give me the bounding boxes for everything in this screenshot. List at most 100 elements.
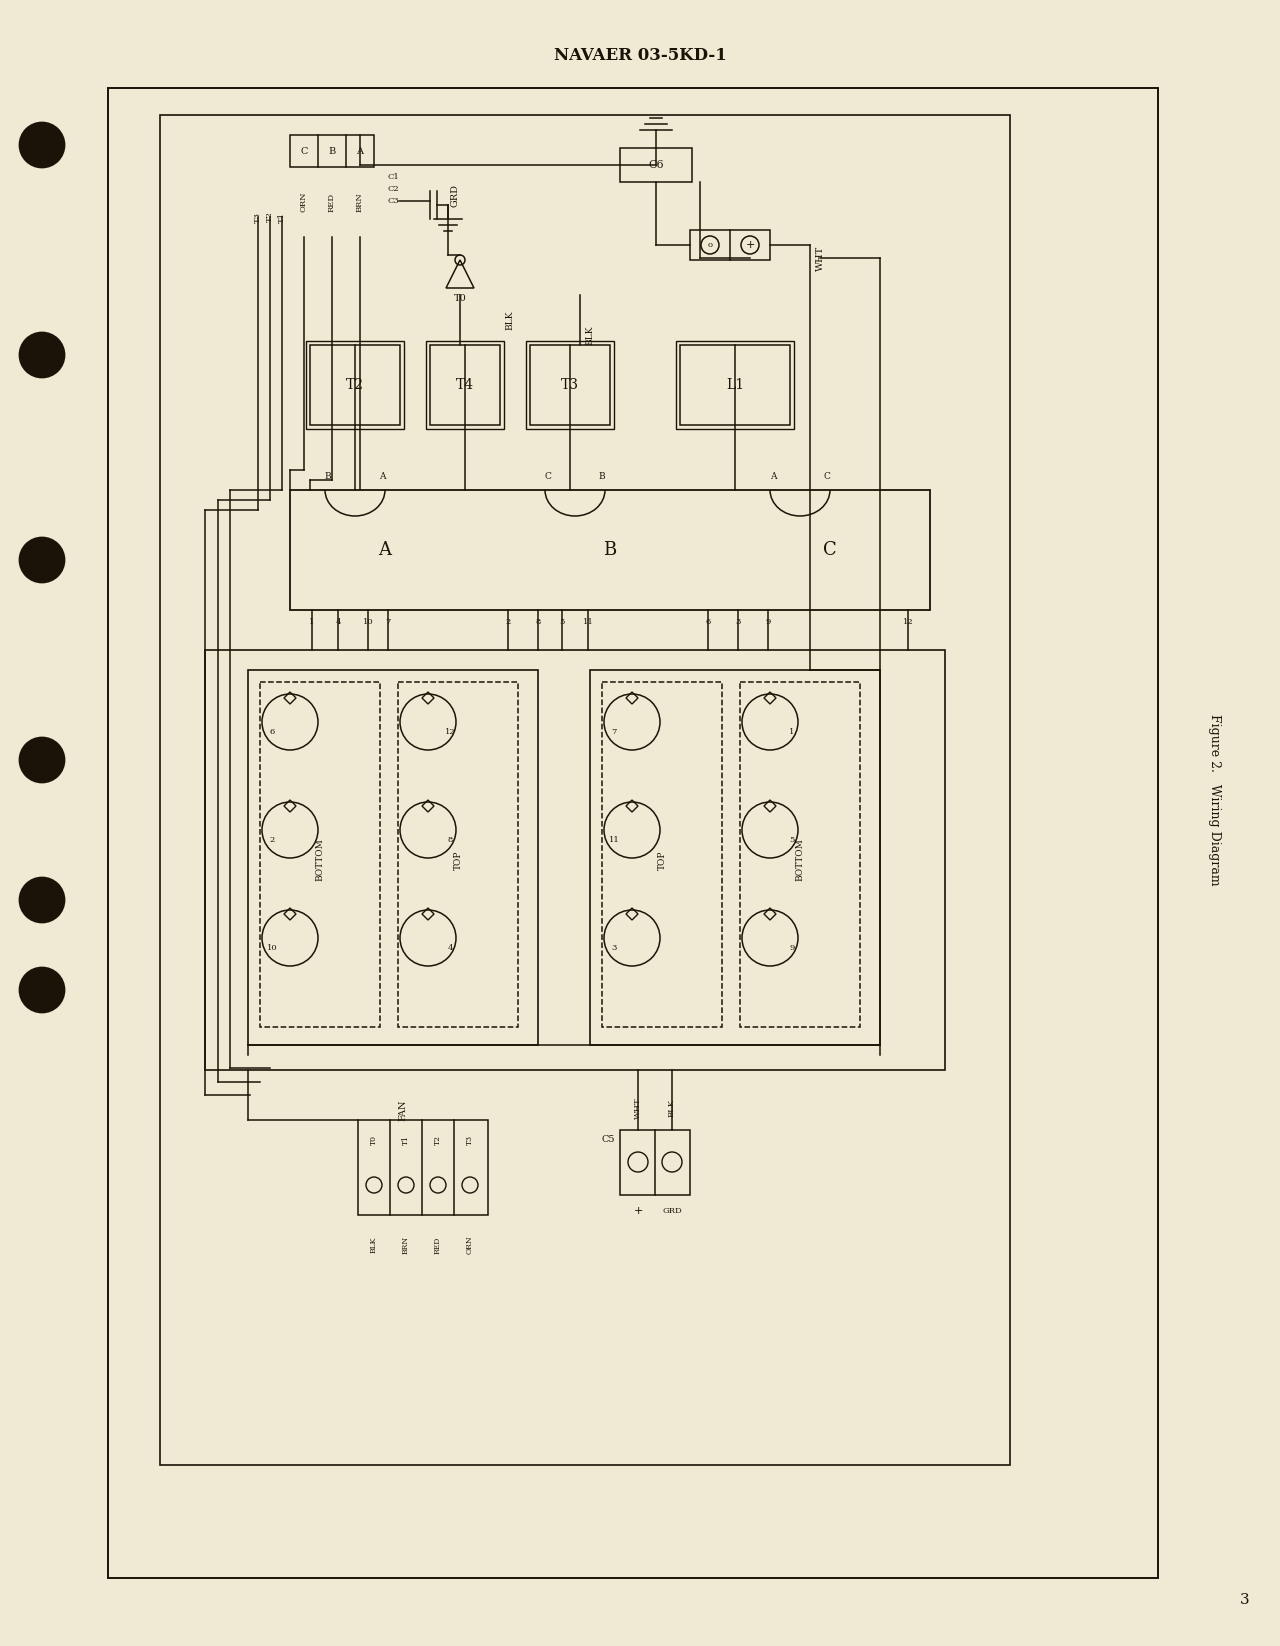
Text: BLK: BLK <box>370 1236 378 1253</box>
Text: 3: 3 <box>735 617 741 625</box>
Text: +: + <box>745 240 755 250</box>
Text: GRD: GRD <box>451 183 460 206</box>
Text: BLK: BLK <box>668 1100 676 1118</box>
Text: 8: 8 <box>447 836 453 844</box>
Text: C6: C6 <box>648 160 664 170</box>
Text: C: C <box>301 146 307 155</box>
Bar <box>430 346 500 425</box>
Circle shape <box>20 123 64 166</box>
Text: 2: 2 <box>506 617 511 625</box>
Text: A: A <box>379 471 385 481</box>
Bar <box>526 341 614 430</box>
Bar <box>676 341 794 430</box>
Bar <box>248 670 538 1045</box>
Text: 4: 4 <box>447 945 453 951</box>
Bar <box>426 341 504 430</box>
Text: 6: 6 <box>705 617 710 625</box>
Text: BLK: BLK <box>585 326 594 344</box>
Text: C1: C1 <box>387 173 399 181</box>
Bar <box>740 681 860 1027</box>
Circle shape <box>20 877 64 922</box>
Text: +: + <box>634 1207 643 1216</box>
Text: C2: C2 <box>387 184 398 193</box>
Text: T3: T3 <box>466 1136 474 1146</box>
Text: C5: C5 <box>602 1136 614 1144</box>
Text: 3: 3 <box>1240 1593 1249 1606</box>
Text: 8: 8 <box>535 617 540 625</box>
Bar <box>590 670 881 1045</box>
Text: B: B <box>603 542 617 560</box>
Bar <box>398 681 518 1027</box>
Text: 4: 4 <box>335 617 340 625</box>
Bar <box>291 135 374 166</box>
Text: 1: 1 <box>310 617 315 625</box>
Text: 6: 6 <box>269 728 275 736</box>
Text: T0: T0 <box>453 293 466 303</box>
Text: T2: T2 <box>266 212 274 222</box>
Text: TOP: TOP <box>658 851 667 869</box>
Circle shape <box>20 332 64 377</box>
Text: 10: 10 <box>266 945 278 951</box>
Text: RED: RED <box>434 1236 442 1254</box>
Text: B: B <box>325 471 332 481</box>
Text: BRN: BRN <box>402 1236 410 1254</box>
Text: o: o <box>708 240 713 249</box>
Bar <box>620 148 692 183</box>
Bar <box>620 1131 690 1195</box>
Text: 12: 12 <box>444 728 456 736</box>
Text: ORN: ORN <box>466 1236 474 1254</box>
Text: C3: C3 <box>387 198 399 206</box>
Text: GRD: GRD <box>662 1207 682 1215</box>
Text: T1: T1 <box>402 1136 410 1146</box>
Text: 11: 11 <box>608 836 620 844</box>
Text: 3: 3 <box>612 945 617 951</box>
Text: 7: 7 <box>385 617 390 625</box>
Text: 2: 2 <box>269 836 275 844</box>
Text: 12: 12 <box>902 617 914 625</box>
Bar <box>530 346 611 425</box>
Text: 11: 11 <box>582 617 594 625</box>
Circle shape <box>20 737 64 782</box>
Text: NAVAER 03-5KD-1: NAVAER 03-5KD-1 <box>554 46 726 64</box>
Circle shape <box>20 968 64 1012</box>
Text: C: C <box>823 471 831 481</box>
Bar <box>306 341 404 430</box>
Text: Figure 2.   Wiring Diagram: Figure 2. Wiring Diagram <box>1208 714 1221 886</box>
Text: 10: 10 <box>362 617 374 625</box>
Bar <box>310 346 399 425</box>
Text: 9: 9 <box>765 617 771 625</box>
Bar <box>260 681 380 1027</box>
Text: T4: T4 <box>456 379 474 392</box>
Text: T0: T0 <box>370 1136 378 1146</box>
Bar <box>108 87 1158 1579</box>
Bar <box>358 1119 488 1215</box>
Text: T3: T3 <box>561 379 579 392</box>
Text: BOTTOM: BOTTOM <box>315 838 325 882</box>
Text: A: A <box>379 542 392 560</box>
Text: T3: T3 <box>253 211 262 222</box>
Text: A: A <box>357 146 364 155</box>
Text: T1: T1 <box>278 211 285 222</box>
Text: WHT: WHT <box>634 1098 643 1119</box>
Text: RED: RED <box>328 193 335 212</box>
Text: B: B <box>599 471 605 481</box>
Bar <box>160 115 1010 1465</box>
Bar <box>291 491 931 611</box>
Text: T2: T2 <box>346 379 364 392</box>
Text: FAN: FAN <box>398 1100 407 1121</box>
Text: 1: 1 <box>790 728 795 736</box>
Text: C: C <box>823 542 837 560</box>
Text: ORN: ORN <box>300 191 308 212</box>
Text: 7: 7 <box>612 728 617 736</box>
Text: BOTTOM: BOTTOM <box>795 838 805 882</box>
Text: 9: 9 <box>790 945 795 951</box>
Text: BRN: BRN <box>356 193 364 212</box>
Bar <box>690 230 771 260</box>
Text: T2: T2 <box>434 1136 442 1146</box>
Circle shape <box>20 538 64 583</box>
Text: TOP: TOP <box>453 851 462 869</box>
Text: C: C <box>544 471 552 481</box>
Bar <box>680 346 790 425</box>
Text: BLK: BLK <box>506 309 515 329</box>
Text: B: B <box>329 146 335 155</box>
